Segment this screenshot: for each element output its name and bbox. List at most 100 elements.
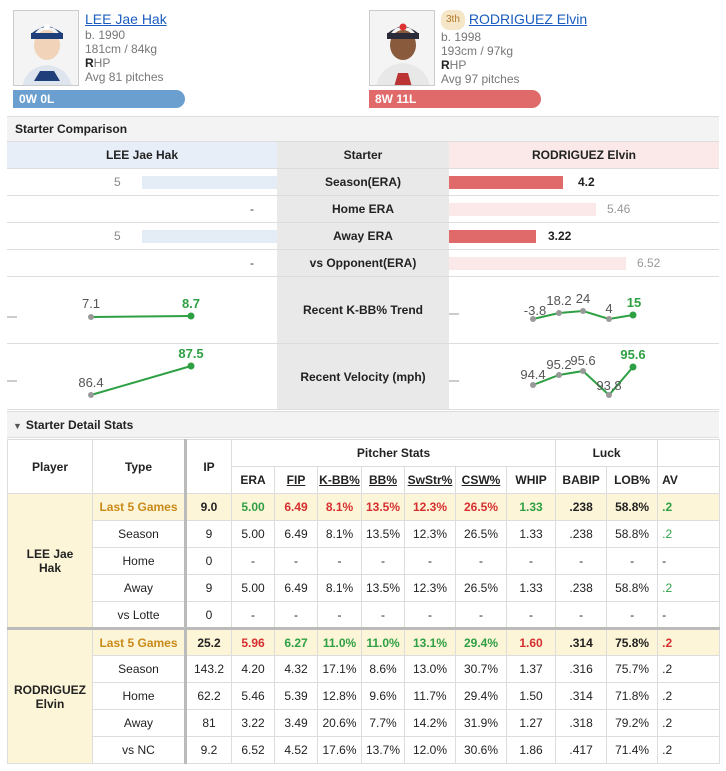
- cell-swstr: 14.2%: [404, 709, 456, 737]
- cell-kbb: 20.6%: [317, 709, 362, 737]
- right-home-era-bar: [449, 203, 596, 216]
- col-fip[interactable]: FIP: [274, 466, 318, 494]
- rank-badge: 3th: [441, 10, 465, 30]
- cell-bb: 9.6%: [361, 682, 405, 710]
- cell-bb: 8.6%: [361, 655, 405, 683]
- cell-kbb: -: [317, 601, 362, 629]
- cell-lob: 75.8%: [606, 628, 659, 656]
- cell-babip: .318: [555, 709, 608, 737]
- cell-kbb: 8.1%: [317, 520, 362, 548]
- left-season-era-bar: [142, 176, 277, 189]
- table-row: RODRIGUEZ Elvin Last 5 Games 25.2 5.96 6.…: [7, 628, 721, 764]
- right-kbb-label-2: 18.2: [546, 293, 571, 308]
- cell-lob: 58.8%: [606, 493, 659, 521]
- right-velocity-label-5: 95.6: [620, 347, 645, 362]
- right-kbb-point-4: [606, 316, 612, 322]
- right-kbb-trend-chart: -3.8 18.2 24 4 15: [449, 291, 641, 322]
- cell-ip: 81: [184, 709, 232, 737]
- table-row: Season 9 5.00 6.49 8.1% 13.5% 12.3% 26.5…: [8, 520, 721, 548]
- col-whip[interactable]: WHIP: [505, 466, 557, 494]
- cell-lob: 75.7%: [606, 655, 659, 683]
- cell-swstr: 13.0%: [404, 655, 456, 683]
- comparison-header: LEE Jae Hak Starter RODRIGUEZ Elvin: [7, 142, 719, 169]
- left-pitcher-born: b. 1990: [85, 28, 126, 42]
- cell-type: vs NC: [92, 736, 186, 764]
- cell-bb: 13.5%: [361, 493, 405, 521]
- cell-ip: 0: [184, 547, 232, 575]
- right-vs-opponent-value: 6.52: [637, 256, 661, 270]
- cell-av: .2: [657, 682, 721, 710]
- cell-type: Season: [92, 520, 186, 548]
- cell-whip: 1.27: [505, 709, 557, 737]
- comparison-row-away-era: 5 Away ERA 3.22: [7, 223, 719, 250]
- left-velocity-point-1: [88, 392, 94, 398]
- cell-whip: -: [505, 547, 557, 575]
- cell-babip: .314: [555, 682, 608, 710]
- cell-babip: .238: [555, 493, 608, 521]
- right-pitcher-avg-pitches: Avg 97 pitches: [441, 72, 520, 86]
- cell-whip: 1.33: [505, 574, 557, 602]
- cell-type: Away: [92, 709, 186, 737]
- col-bb[interactable]: BB%: [361, 466, 405, 494]
- right-kbb-point-1: [530, 316, 536, 322]
- cell-whip: 1.33: [505, 493, 557, 521]
- left-away-era-value: 5: [114, 229, 121, 243]
- table-row: vs Lotte 0 - - - - - - - - - -: [8, 601, 721, 629]
- col-lob[interactable]: LOB%: [606, 466, 659, 494]
- starter-detail-table: Player Type IP Pitcher Stats Luck ERA FI…: [7, 439, 721, 764]
- cell-av: .2: [657, 493, 721, 521]
- right-velocity-label-4: 93.8: [596, 378, 621, 393]
- starter-detail-toggle[interactable]: ▼ Starter Detail Stats: [7, 411, 719, 438]
- cell-csw: 29.4%: [455, 682, 507, 710]
- cell-fip: 3.49: [274, 709, 318, 737]
- right-away-era-bar: [449, 230, 536, 243]
- cell-csw: 30.7%: [455, 655, 507, 683]
- cell-babip: .314: [555, 628, 608, 656]
- left-pitcher-body: 181cm / 84kg: [85, 42, 158, 56]
- cell-fip: 6.49: [274, 574, 318, 602]
- cell-kbb: -: [317, 547, 362, 575]
- cell-ip: 25.2: [184, 628, 232, 656]
- col-era[interactable]: ERA: [231, 466, 275, 494]
- cell-era: 4.20: [231, 655, 275, 683]
- col-babip[interactable]: BABIP: [555, 466, 608, 494]
- right-kbb-point-5: [629, 311, 637, 319]
- cell-csw: 26.5%: [455, 574, 507, 602]
- col-kbb[interactable]: K-BB%: [317, 466, 362, 494]
- cell-av: .2: [657, 736, 721, 764]
- cell-csw: 29.4%: [455, 628, 507, 656]
- col-type: Type: [92, 439, 186, 494]
- cell-kbb: 12.8%: [317, 682, 362, 710]
- col-csw[interactable]: CSW%: [455, 466, 507, 494]
- cell-era: 5.00: [231, 520, 275, 548]
- right-velocity-label-2: 95.2: [546, 357, 571, 372]
- starter-comparison-title: Starter Comparison: [7, 116, 719, 142]
- cell-bb: 13.7%: [361, 736, 405, 764]
- left-velocity-label-2: 87.5: [178, 346, 203, 361]
- cell-bb: -: [361, 547, 405, 575]
- right-away-era-value: 3.22: [548, 229, 572, 243]
- right-home-era-value: 5.46: [607, 202, 631, 216]
- cell-babip: .417: [555, 736, 608, 764]
- cell-fip: -: [274, 547, 318, 575]
- cell-babip: -: [555, 547, 608, 575]
- col-av[interactable]: AV: [657, 466, 721, 494]
- col-swstr[interactable]: SwStr%: [404, 466, 456, 494]
- left-away-era-bar: [142, 230, 277, 243]
- cell-era: 5.46: [231, 682, 275, 710]
- cell-lob: -: [606, 547, 659, 575]
- cell-av: -: [657, 601, 721, 629]
- cell-babip: .238: [555, 574, 608, 602]
- cell-swstr: -: [404, 601, 456, 629]
- cell-era: 5.00: [231, 493, 275, 521]
- left-pitcher-name[interactable]: LEE Jae Hak: [85, 11, 167, 27]
- cell-era: 5.00: [231, 574, 275, 602]
- cell-lob: 58.8%: [606, 574, 659, 602]
- left-pitcher-throws: RHP: [85, 56, 111, 70]
- player-name-rodriguez: RODRIGUEZ Elvin: [7, 628, 93, 764]
- cell-era: 3.22: [231, 709, 275, 737]
- right-pitcher-body: 193cm / 97kg: [441, 44, 514, 58]
- cell-ip: 9.2: [184, 736, 232, 764]
- cell-era: 5.96: [231, 628, 275, 656]
- right-pitcher-name[interactable]: RODRIGUEZ Elvin: [468, 11, 588, 27]
